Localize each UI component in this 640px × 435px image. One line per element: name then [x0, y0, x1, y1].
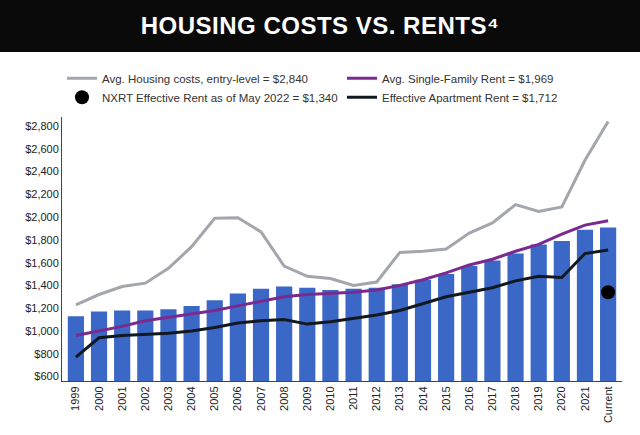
svg-text:2014: 2014	[417, 386, 429, 410]
svg-text:2021: 2021	[579, 386, 591, 410]
svg-text:2005: 2005	[208, 386, 220, 410]
svg-text:2015: 2015	[440, 386, 452, 410]
svg-text:2013: 2013	[393, 386, 405, 410]
svg-text:Avg. Housing costs, entry-leve: Avg. Housing costs, entry-level = $2,840	[102, 73, 308, 85]
svg-text:2004: 2004	[185, 386, 197, 410]
svg-text:$800: $800	[34, 348, 58, 360]
svg-text:$1,400: $1,400	[25, 279, 59, 291]
html-text:HOUSING COSTS VS. RENTS⁴: HOUSING COSTS VS. RENTS⁴	[140, 12, 500, 39]
svg-text:2012: 2012	[370, 386, 382, 410]
svg-text:2003: 2003	[162, 386, 174, 410]
svg-text:2001: 2001	[116, 386, 128, 410]
svg-text:2016: 2016	[463, 386, 475, 410]
svg-text:2017: 2017	[486, 386, 498, 410]
svg-text:2011: 2011	[347, 386, 359, 410]
svg-text:NXRT Effective Rent as of May: NXRT Effective Rent as of May 2022 = $1,…	[102, 92, 338, 104]
svg-text:2006: 2006	[231, 386, 243, 410]
svg-text:2009: 2009	[301, 386, 313, 410]
svg-text:$2,200: $2,200	[25, 188, 59, 200]
svg-text:2010: 2010	[324, 386, 336, 410]
svg-text:2020: 2020	[555, 386, 567, 410]
svg-text:2019: 2019	[532, 386, 544, 410]
svg-text:$2,400: $2,400	[25, 165, 59, 177]
svg-text:2008: 2008	[278, 386, 290, 410]
svg-text:$2,800: $2,800	[25, 120, 59, 132]
svg-text:$1,000: $1,000	[25, 325, 59, 337]
svg-text:Avg. Single-Family Rent = $1,9: Avg. Single-Family Rent = $1,969	[382, 73, 553, 85]
svg-text:Current: Current	[602, 386, 614, 423]
svg-text:2000: 2000	[93, 386, 105, 410]
svg-text:$1,200: $1,200	[25, 302, 59, 314]
svg-text:$2,600: $2,600	[25, 143, 59, 155]
svg-text:2007: 2007	[255, 386, 267, 410]
svg-text:2018: 2018	[509, 386, 521, 410]
svg-text:$2,000: $2,000	[25, 211, 59, 223]
svg-text:$600: $600	[34, 370, 58, 382]
svg-text:Effective Apartment Rent = $1,: Effective Apartment Rent = $1,712	[382, 92, 557, 104]
svg-text:$1,800: $1,800	[25, 234, 59, 246]
svg-text:$1,600: $1,600	[25, 257, 59, 269]
svg-text:2002: 2002	[139, 386, 151, 410]
svg-text:1999: 1999	[69, 386, 81, 410]
